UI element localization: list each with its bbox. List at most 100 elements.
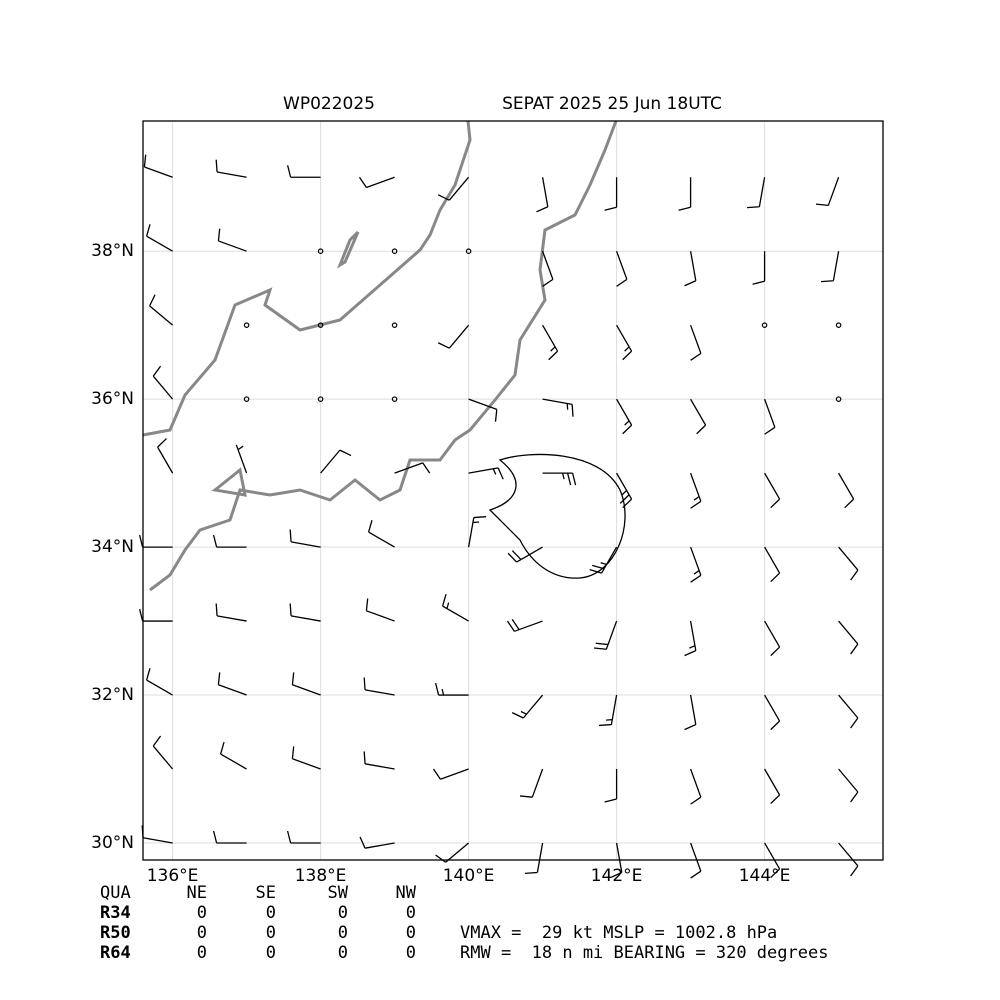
wind-barb	[152, 365, 174, 400]
wind-barb	[604, 177, 618, 211]
wind-barb	[441, 593, 469, 622]
wind-barb	[764, 546, 781, 583]
wind-barb	[764, 472, 781, 509]
table-cell: 0	[266, 943, 276, 963]
x-tick-label: 138°E	[295, 866, 347, 886]
wind-barb	[215, 603, 247, 622]
table-cell: 0	[266, 923, 276, 943]
wind-barb	[367, 520, 395, 548]
table-cell: 0	[338, 923, 348, 943]
wind-barb	[507, 546, 543, 563]
table-cell: 0	[338, 943, 348, 963]
wind-barb	[536, 177, 549, 213]
wind-barb	[604, 769, 618, 803]
row-label: R64	[100, 943, 131, 963]
wind-barb	[291, 746, 321, 770]
wind-barb	[358, 176, 395, 189]
title-left: WP022025	[283, 94, 375, 114]
wind-barb	[764, 694, 781, 731]
wind-barb	[689, 546, 702, 583]
wind-barb	[763, 398, 776, 435]
wind-barb	[467, 516, 487, 548]
wind-barb	[838, 620, 859, 655]
wind-barb	[138, 534, 173, 548]
wind-barb	[143, 154, 173, 178]
wind-barb	[219, 741, 247, 770]
y-tick-label: 36°N	[91, 389, 134, 409]
wind-barb	[217, 228, 247, 252]
row-label: R34	[100, 903, 131, 923]
wind-barb	[684, 694, 697, 731]
wind-barb	[821, 251, 840, 283]
wind-barb	[689, 324, 702, 361]
wind-barb	[525, 842, 544, 875]
calm-marker	[391, 248, 398, 254]
wind-barb	[684, 620, 697, 657]
wind-barb	[149, 294, 174, 326]
calm-marker	[243, 396, 250, 402]
table-header: SE	[256, 883, 276, 903]
wind-barb	[689, 842, 702, 879]
wind-barb	[838, 842, 859, 877]
table-cell: 0	[338, 903, 348, 923]
wind-barb	[678, 177, 692, 211]
calm-marker	[835, 322, 842, 328]
map-frame	[142, 120, 884, 861]
wind-barb	[235, 444, 248, 474]
wind-barb	[363, 677, 395, 696]
wind-barb	[141, 825, 173, 844]
table-cell: 0	[406, 903, 416, 923]
wind-barb	[468, 467, 504, 480]
y-tick-label: 38°N	[91, 241, 134, 261]
wind-barb	[291, 672, 321, 696]
wind-barb	[541, 250, 554, 287]
wind-barb	[616, 472, 633, 509]
wind-barb	[437, 324, 470, 349]
calm-marker	[391, 396, 398, 402]
wind-barb	[616, 398, 633, 435]
table-header: NW	[396, 883, 417, 903]
table-cell: 0	[406, 923, 416, 943]
wind-barb	[752, 251, 766, 285]
title-right: SEPAT 2025 25 Jun 18UTC	[502, 94, 722, 114]
calm-marker	[317, 322, 324, 328]
calm-marker	[317, 396, 324, 402]
wind-barb	[616, 324, 633, 361]
x-tick-label: 140°E	[443, 866, 495, 886]
wind-barb	[838, 694, 859, 729]
wind-barb	[363, 751, 395, 770]
table-header: QUA	[100, 883, 131, 903]
row-label: R50	[100, 923, 131, 943]
barb-layer	[138, 154, 859, 879]
wind-barb	[764, 768, 781, 805]
wind-barb	[838, 546, 859, 581]
wind-barb	[434, 682, 469, 696]
calm-marker	[243, 322, 250, 328]
wind-barb	[437, 176, 470, 201]
wind-barb	[519, 768, 544, 798]
wind-barb	[215, 159, 247, 178]
table-cell: 0	[197, 923, 207, 943]
wind-barb	[542, 324, 559, 361]
wind-barb	[359, 836, 395, 849]
y-tick-label: 34°N	[91, 537, 134, 557]
table-header: SW	[328, 883, 349, 903]
wind-barb	[506, 619, 543, 632]
wind-barb	[615, 250, 628, 287]
wind-barb	[435, 842, 470, 863]
wind-barb	[468, 398, 498, 422]
wind-barb	[145, 224, 173, 252]
wind-barb	[138, 608, 173, 622]
table-cell: 0	[266, 903, 276, 923]
wind-barb	[684, 251, 697, 287]
wind-barb	[689, 472, 702, 509]
wind-barb	[286, 830, 321, 844]
wind-barb	[690, 398, 707, 435]
wind-barb	[394, 462, 431, 474]
x-tick-label: 142°E	[591, 866, 643, 886]
contour	[488, 453, 626, 579]
wind-barb	[838, 472, 855, 509]
calm-marker	[317, 248, 324, 254]
